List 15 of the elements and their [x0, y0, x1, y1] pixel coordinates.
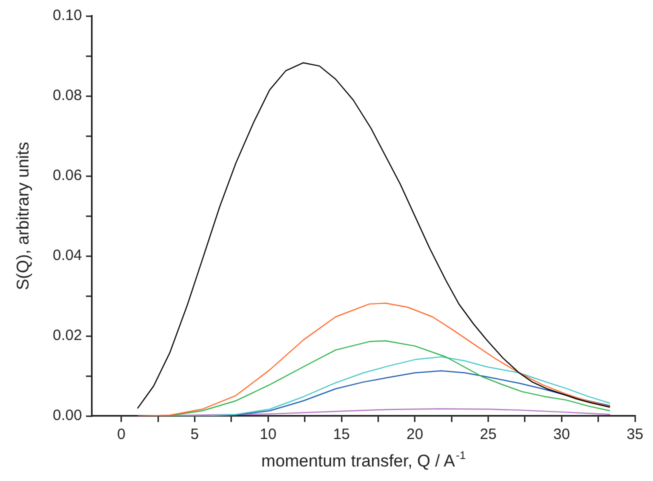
x-tick-label: 0 — [117, 426, 126, 444]
y-tick-label: 0.08 — [52, 87, 82, 104]
x-tick-label: 20 — [406, 426, 424, 444]
x-tick-label: 30 — [553, 426, 570, 444]
x-tick-label: 25 — [480, 426, 497, 444]
x-tick-label: 35 — [626, 426, 644, 444]
y-axis-title: S(Q), arbitrary units — [14, 142, 33, 290]
y-tick-label: 0.10 — [52, 7, 82, 24]
y-tick-label: 0.00 — [52, 407, 82, 424]
x-tick-label: 5 — [190, 426, 199, 444]
y-tick-label: 0.02 — [52, 327, 82, 344]
y-tick-label: 0.06 — [52, 167, 82, 184]
x-tick-label: 10 — [260, 426, 276, 444]
y-tick-label: 0.04 — [52, 247, 82, 264]
x-tick-label: 15 — [333, 426, 350, 444]
